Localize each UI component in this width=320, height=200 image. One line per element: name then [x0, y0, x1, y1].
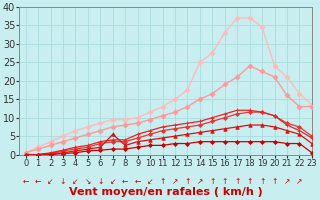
Text: ↑: ↑: [234, 177, 240, 186]
Text: ↙: ↙: [47, 177, 54, 186]
Text: ↗: ↗: [172, 177, 178, 186]
Text: ↓: ↓: [97, 177, 104, 186]
X-axis label: Vent moyen/en rafales ( km/h ): Vent moyen/en rafales ( km/h ): [69, 187, 262, 197]
Text: ↑: ↑: [246, 177, 253, 186]
Text: ↑: ↑: [209, 177, 216, 186]
Text: ↑: ↑: [184, 177, 191, 186]
Text: ↗: ↗: [197, 177, 203, 186]
Text: ↗: ↗: [296, 177, 303, 186]
Text: ↑: ↑: [159, 177, 166, 186]
Text: ←: ←: [35, 177, 41, 186]
Text: ←: ←: [122, 177, 128, 186]
Text: ↑: ↑: [222, 177, 228, 186]
Text: ←: ←: [134, 177, 141, 186]
Text: ↙: ↙: [72, 177, 79, 186]
Text: ↙: ↙: [147, 177, 153, 186]
Text: ←: ←: [22, 177, 29, 186]
Text: ↑: ↑: [271, 177, 278, 186]
Text: ↗: ↗: [284, 177, 290, 186]
Text: ↙: ↙: [109, 177, 116, 186]
Text: ↓: ↓: [60, 177, 66, 186]
Text: ↑: ↑: [259, 177, 265, 186]
Text: ↘: ↘: [85, 177, 91, 186]
